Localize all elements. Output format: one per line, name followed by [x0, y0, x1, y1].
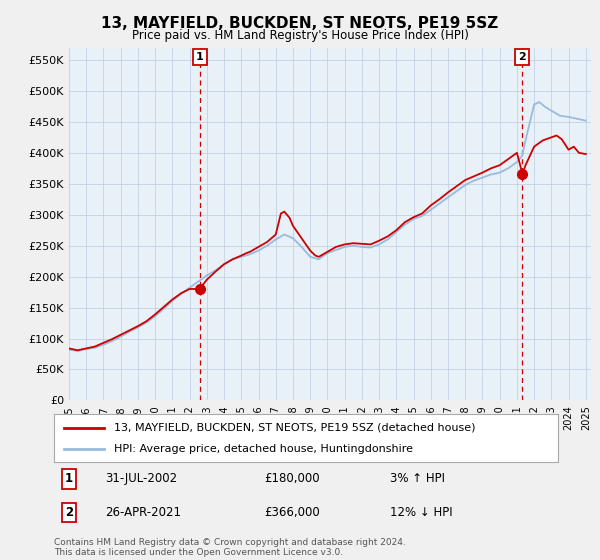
Text: 1: 1: [65, 472, 73, 486]
Text: 12% ↓ HPI: 12% ↓ HPI: [390, 506, 452, 519]
Text: 1: 1: [196, 52, 203, 62]
Text: Price paid vs. HM Land Registry's House Price Index (HPI): Price paid vs. HM Land Registry's House …: [131, 29, 469, 42]
Text: 3% ↑ HPI: 3% ↑ HPI: [390, 472, 445, 486]
Text: £180,000: £180,000: [264, 472, 320, 486]
Text: 13, MAYFIELD, BUCKDEN, ST NEOTS, PE19 5SZ (detached house): 13, MAYFIELD, BUCKDEN, ST NEOTS, PE19 5S…: [115, 423, 476, 433]
Text: HPI: Average price, detached house, Huntingdonshire: HPI: Average price, detached house, Hunt…: [115, 444, 413, 454]
Text: 26-APR-2021: 26-APR-2021: [105, 506, 181, 519]
Text: 13, MAYFIELD, BUCKDEN, ST NEOTS, PE19 5SZ: 13, MAYFIELD, BUCKDEN, ST NEOTS, PE19 5S…: [101, 16, 499, 31]
Text: 2: 2: [518, 52, 526, 62]
Text: £366,000: £366,000: [264, 506, 320, 519]
Text: Contains HM Land Registry data © Crown copyright and database right 2024.
This d: Contains HM Land Registry data © Crown c…: [54, 538, 406, 557]
Text: 2: 2: [65, 506, 73, 519]
Text: 31-JUL-2002: 31-JUL-2002: [105, 472, 177, 486]
